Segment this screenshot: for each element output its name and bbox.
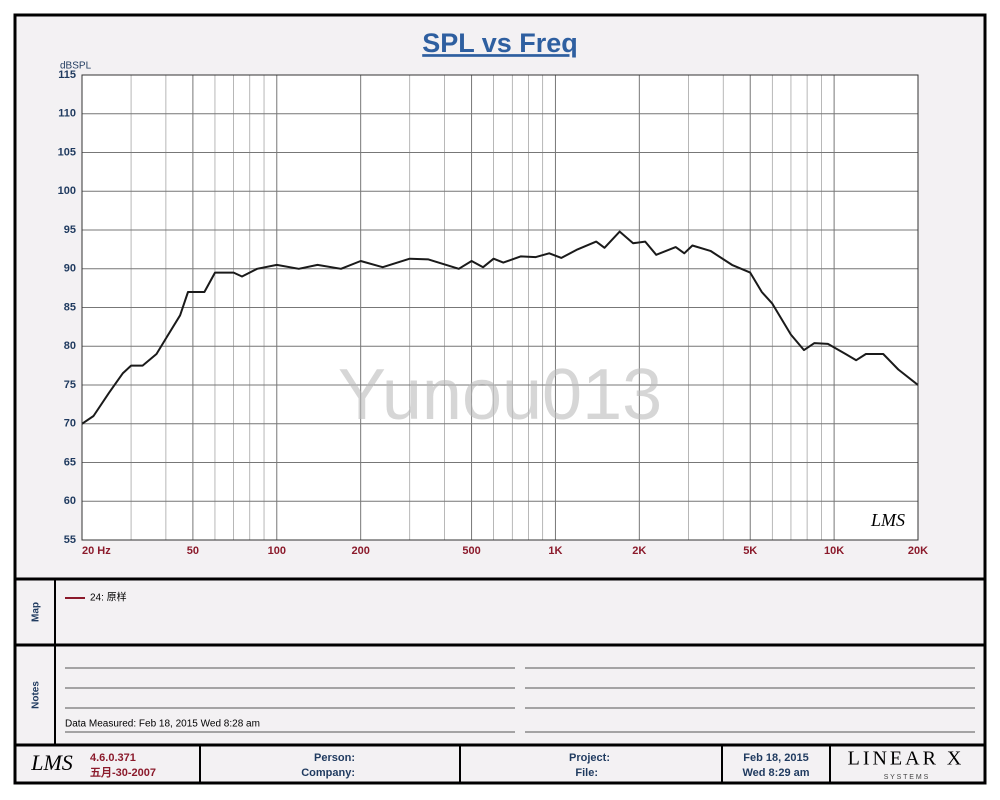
x-tick-label: 500 xyxy=(462,545,480,557)
y-tick-label: 60 xyxy=(64,495,76,507)
x-tick-label: 1K xyxy=(548,545,562,557)
logo: LMS xyxy=(870,510,905,530)
y-tick-label: 55 xyxy=(64,534,76,546)
y-tick-label: 95 xyxy=(64,224,76,236)
x-tick-label: 10K xyxy=(824,545,844,557)
build-date: 五月-30-2007 xyxy=(90,766,156,779)
x-tick-label: 5K xyxy=(743,545,757,557)
x-tick-label: 2K xyxy=(632,545,646,557)
version: 4.6.0.371 xyxy=(90,752,136,764)
person-label: Person: xyxy=(314,752,355,764)
section-label: Notes xyxy=(31,681,42,709)
plot-border xyxy=(81,74,919,541)
watermark: Yunou013 xyxy=(338,355,662,435)
x-tick-label: 50 xyxy=(187,545,199,557)
y-tick-label: 105 xyxy=(58,146,76,158)
y-tick-label: 75 xyxy=(64,379,76,391)
spl-curve xyxy=(81,230,919,425)
note-lines xyxy=(65,667,975,733)
footer-date: Feb 18, 2015 xyxy=(743,752,808,764)
x-tick-label: 200 xyxy=(351,545,369,557)
y-tick-label: 100 xyxy=(58,185,76,197)
y-tick-label: 65 xyxy=(64,456,76,468)
legend-entry: 24: 原样 xyxy=(90,591,127,604)
chart-title: SPL vs Freq xyxy=(422,28,578,58)
company-label: Company: xyxy=(301,767,355,779)
section-label: Map xyxy=(31,602,42,622)
y-tick-label: 110 xyxy=(58,108,76,120)
x-tick-label: 20 Hz xyxy=(82,545,111,557)
y-tick-label: 70 xyxy=(64,418,76,430)
project-label: Project: xyxy=(569,752,610,764)
brand-sub: S Y S T E M S xyxy=(884,774,929,781)
brand: LINEAR X xyxy=(848,748,965,770)
footer-time: Wed 8:29 am xyxy=(742,767,809,779)
x-tick-label: 100 xyxy=(268,545,286,557)
x-tick-label: 20K xyxy=(908,545,928,557)
y-tick-label: 80 xyxy=(64,340,76,352)
footer-logo: LMS xyxy=(30,750,73,775)
plot: 20 Hz 50 100 200 500 1K 2K 5K 10K 20K 55 60 65 70 75 80… xyxy=(58,69,929,557)
file-label: File: xyxy=(575,767,598,779)
y-tick-label: 90 xyxy=(64,263,76,275)
y-tick-label: 115 xyxy=(58,69,76,81)
y-axis-label: dBSPL xyxy=(60,61,92,72)
notes-text: Data Measured: Feb 18, 2015 Wed 8:28 am xyxy=(65,719,260,730)
y-tick-label: 85 xyxy=(64,301,76,313)
